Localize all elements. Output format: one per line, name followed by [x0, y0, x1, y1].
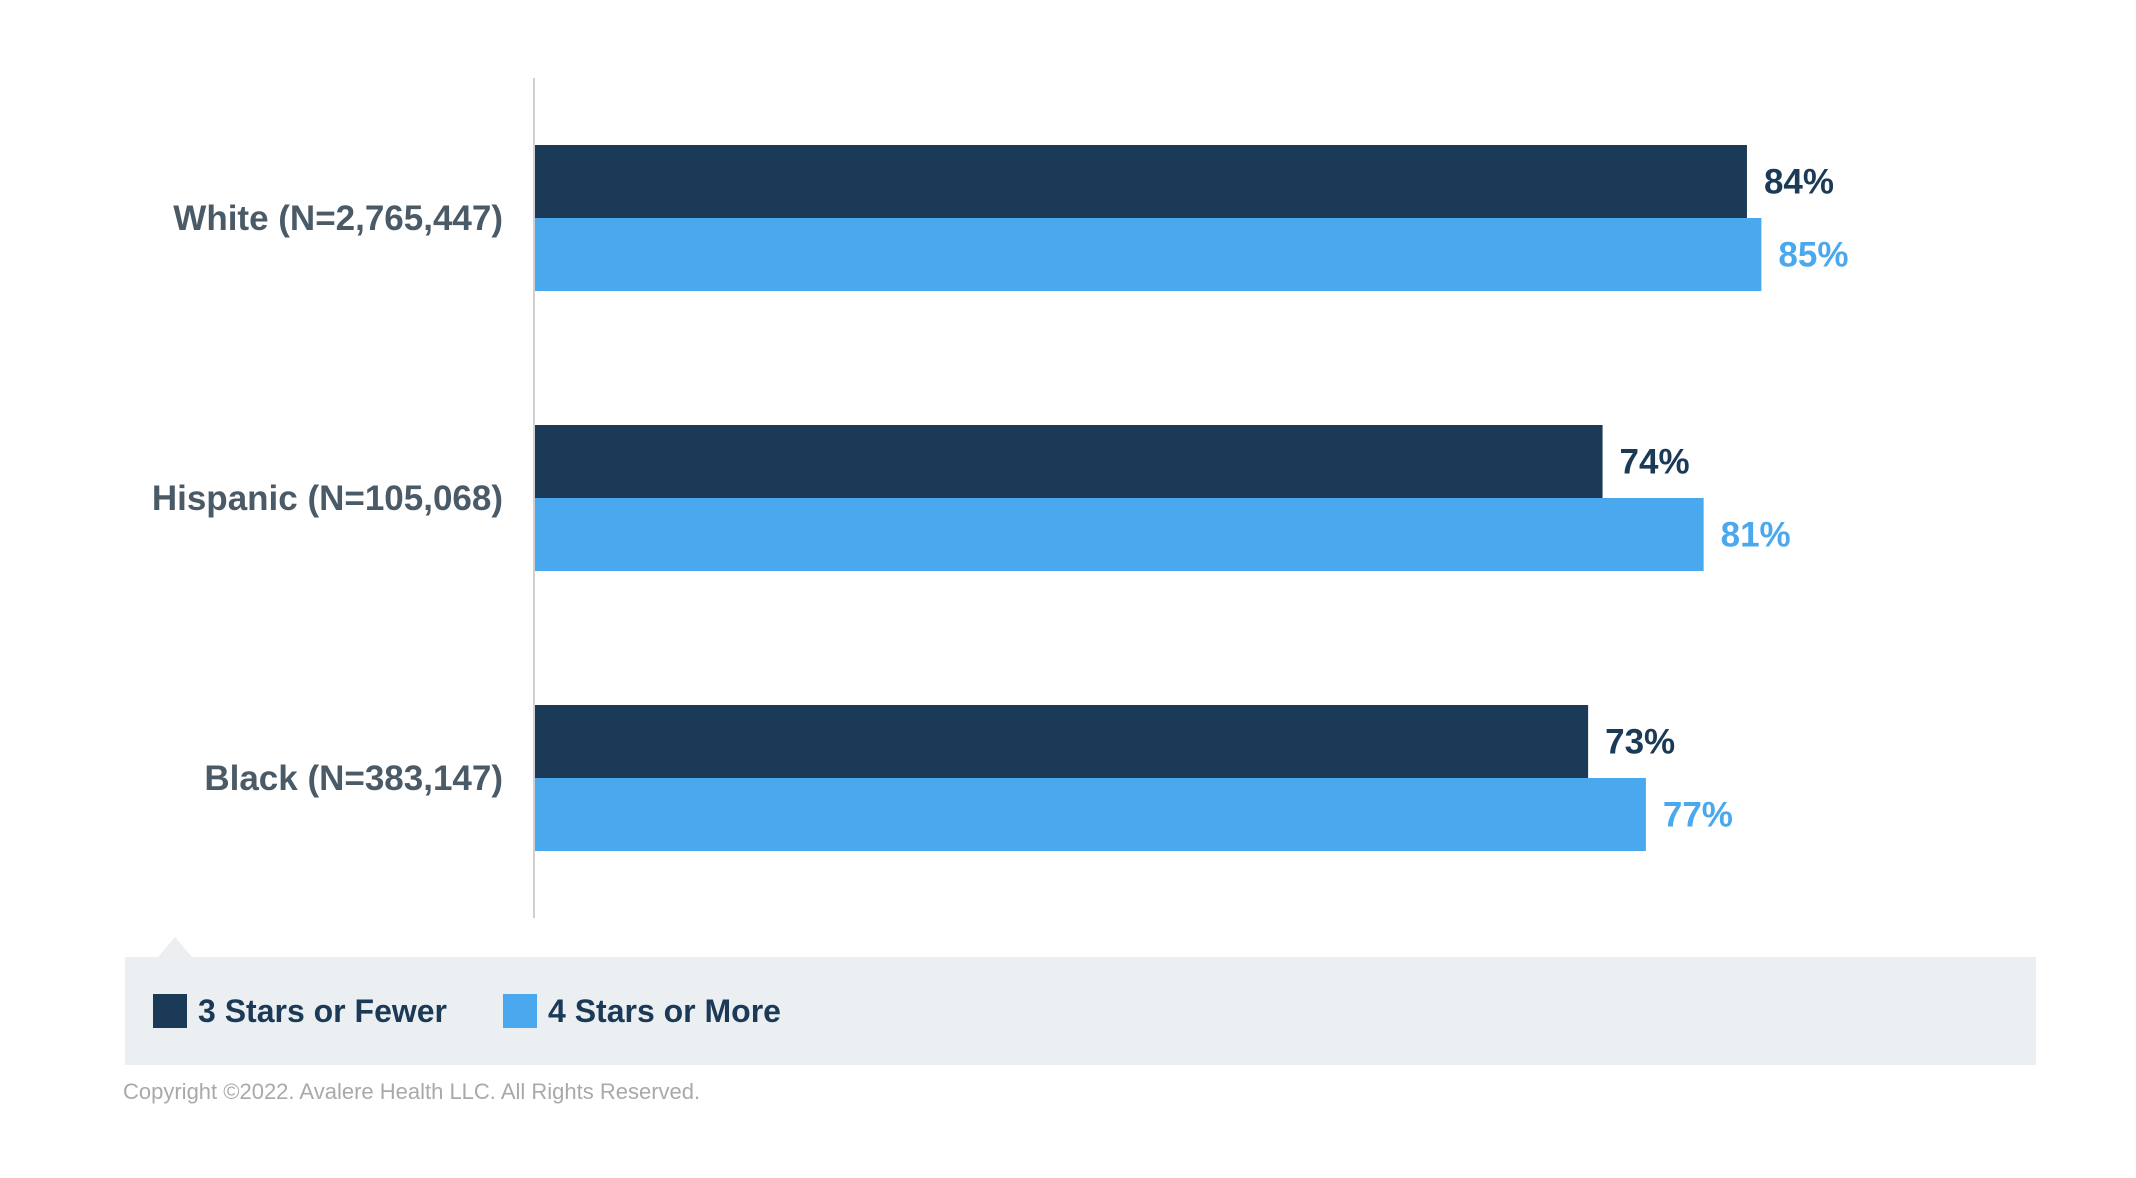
copyright-notice: Copyright ©2022. Avalere Health LLC. All… — [123, 1079, 701, 1104]
category-label-hispanic: Hispanic (N=105,068) — [152, 479, 503, 518]
bar-white-4-stars-or-more — [534, 218, 1762, 291]
legend-swatch-4-stars-or-more — [503, 994, 537, 1028]
data-label-hispanic-4-stars-or-more: 81% — [1721, 516, 1791, 555]
data-label-hispanic-3-stars-or-fewer: 74% — [1620, 443, 1690, 482]
legend-item-4-stars-or-more: 4 Stars or More — [503, 957, 781, 1065]
bars-layer: White (N=2,765,447) 84% 85% Hispanic (N=105… — [152, 145, 1848, 851]
category-label-white: White (N=2,765,447) — [173, 199, 503, 238]
bar-black-4-stars-or-more — [534, 778, 1646, 851]
bar-hispanic-3-stars-or-fewer — [534, 425, 1603, 498]
legend-pointer — [158, 937, 192, 957]
bar-white-3-stars-or-fewer — [534, 145, 1747, 218]
data-label-black-4-stars-or-more: 77% — [1663, 796, 1733, 835]
data-label-white-4-stars-or-more: 85% — [1778, 236, 1848, 275]
data-label-white-3-stars-or-fewer: 84% — [1764, 163, 1834, 202]
legend-label-3-stars-or-fewer: 3 Stars or Fewer — [198, 992, 447, 1029]
bar-chart: White (N=2,765,447) 84% 85% Hispanic (N=105… — [152, 78, 1848, 918]
bar-black-3-stars-or-fewer — [534, 705, 1589, 778]
legend-item-3-stars-or-fewer: 3 Stars or Fewer — [153, 957, 447, 1065]
legend-label-4-stars-or-more: 4 Stars or More — [548, 992, 781, 1029]
legend-swatch-3-stars-or-fewer — [153, 994, 187, 1028]
category-label-black: Black (N=383,147) — [204, 759, 503, 798]
bar-hispanic-4-stars-or-more — [534, 498, 1704, 571]
data-label-black-3-stars-or-fewer: 73% — [1605, 723, 1675, 762]
legend: 3 Stars or Fewer 4 Stars or More — [125, 957, 2036, 1065]
